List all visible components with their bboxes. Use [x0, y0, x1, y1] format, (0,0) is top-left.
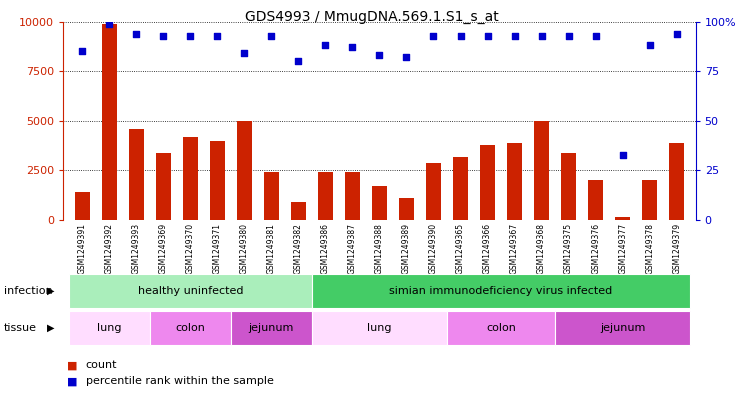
Text: tissue: tissue: [4, 323, 36, 333]
Text: colon: colon: [176, 323, 205, 333]
Text: GDS4993 / MmugDNA.569.1.S1_s_at: GDS4993 / MmugDNA.569.1.S1_s_at: [245, 10, 499, 24]
Bar: [237, 121, 251, 220]
Bar: [291, 202, 306, 220]
Text: ▶: ▶: [47, 323, 54, 333]
Bar: [231, 311, 312, 345]
Bar: [534, 121, 549, 220]
Bar: [68, 311, 150, 345]
Point: [562, 32, 574, 39]
Bar: [155, 152, 170, 220]
Text: GSM1249390: GSM1249390: [429, 223, 438, 274]
Bar: [480, 145, 495, 220]
Bar: [264, 173, 279, 220]
Text: GSM1249375: GSM1249375: [564, 223, 573, 274]
Text: GSM1249382: GSM1249382: [294, 223, 303, 274]
Text: GSM1249365: GSM1249365: [456, 223, 465, 274]
Text: colon: colon: [486, 323, 516, 333]
Point: [428, 32, 440, 39]
Point: [509, 32, 521, 39]
Bar: [129, 129, 144, 220]
Point: [157, 32, 169, 39]
Bar: [372, 186, 387, 220]
Text: GSM1249370: GSM1249370: [186, 223, 195, 274]
Bar: [642, 180, 657, 220]
Text: GSM1249392: GSM1249392: [105, 223, 114, 274]
Bar: [453, 156, 468, 220]
Point: [130, 30, 142, 37]
Text: lung: lung: [97, 323, 121, 333]
Bar: [555, 311, 690, 345]
Text: GSM1249367: GSM1249367: [510, 223, 519, 274]
Text: GSM1249379: GSM1249379: [673, 223, 682, 274]
Point: [238, 50, 250, 57]
Bar: [589, 180, 603, 220]
Text: lung: lung: [368, 323, 391, 333]
Text: percentile rank within the sample: percentile rank within the sample: [86, 376, 274, 386]
Text: jejunum: jejunum: [248, 323, 294, 333]
Text: GSM1249376: GSM1249376: [591, 223, 600, 274]
Text: ▶: ▶: [47, 286, 54, 296]
Point: [319, 42, 331, 49]
Point: [590, 32, 602, 39]
Text: infection: infection: [4, 286, 52, 296]
Bar: [68, 274, 312, 308]
Text: GSM1249380: GSM1249380: [240, 223, 248, 274]
Point: [266, 32, 278, 39]
Bar: [312, 274, 690, 308]
Bar: [312, 311, 447, 345]
Text: GSM1249377: GSM1249377: [618, 223, 627, 274]
Text: GSM1249393: GSM1249393: [132, 223, 141, 274]
Text: GSM1249369: GSM1249369: [158, 223, 167, 274]
Point: [347, 44, 359, 51]
Text: GSM1249391: GSM1249391: [77, 223, 86, 274]
Point: [671, 30, 683, 37]
Point: [185, 32, 196, 39]
Point: [536, 32, 548, 39]
Bar: [318, 173, 333, 220]
Point: [481, 32, 493, 39]
Point: [292, 58, 304, 64]
Bar: [447, 311, 555, 345]
Point: [455, 32, 466, 39]
Bar: [210, 141, 225, 220]
Point: [644, 42, 655, 49]
Text: GSM1249368: GSM1249368: [537, 223, 546, 274]
Text: count: count: [86, 360, 117, 371]
Point: [211, 32, 223, 39]
Point: [400, 54, 412, 61]
Text: GSM1249378: GSM1249378: [645, 223, 654, 274]
Bar: [345, 173, 360, 220]
Point: [617, 151, 629, 158]
Text: ■: ■: [67, 376, 77, 386]
Bar: [150, 311, 231, 345]
Point: [103, 20, 115, 27]
Bar: [507, 143, 522, 220]
Text: GSM1249389: GSM1249389: [402, 223, 411, 274]
Text: GSM1249388: GSM1249388: [375, 223, 384, 274]
Bar: [102, 24, 117, 220]
Text: GSM1249381: GSM1249381: [267, 223, 276, 274]
Bar: [399, 198, 414, 220]
Text: healthy uninfected: healthy uninfected: [138, 286, 243, 296]
Text: GSM1249387: GSM1249387: [348, 223, 357, 274]
Bar: [561, 152, 576, 220]
Text: jejunum: jejunum: [600, 323, 645, 333]
Text: ■: ■: [67, 360, 77, 371]
Point: [373, 52, 385, 59]
Bar: [615, 217, 630, 220]
Bar: [183, 137, 198, 220]
Text: GSM1249386: GSM1249386: [321, 223, 330, 274]
Text: GSM1249366: GSM1249366: [483, 223, 492, 274]
Point: [76, 48, 88, 55]
Bar: [670, 143, 684, 220]
Text: GSM1249371: GSM1249371: [213, 223, 222, 274]
Bar: [426, 163, 441, 220]
Text: simian immunodeficiency virus infected: simian immunodeficiency virus infected: [389, 286, 612, 296]
Bar: [74, 192, 89, 220]
